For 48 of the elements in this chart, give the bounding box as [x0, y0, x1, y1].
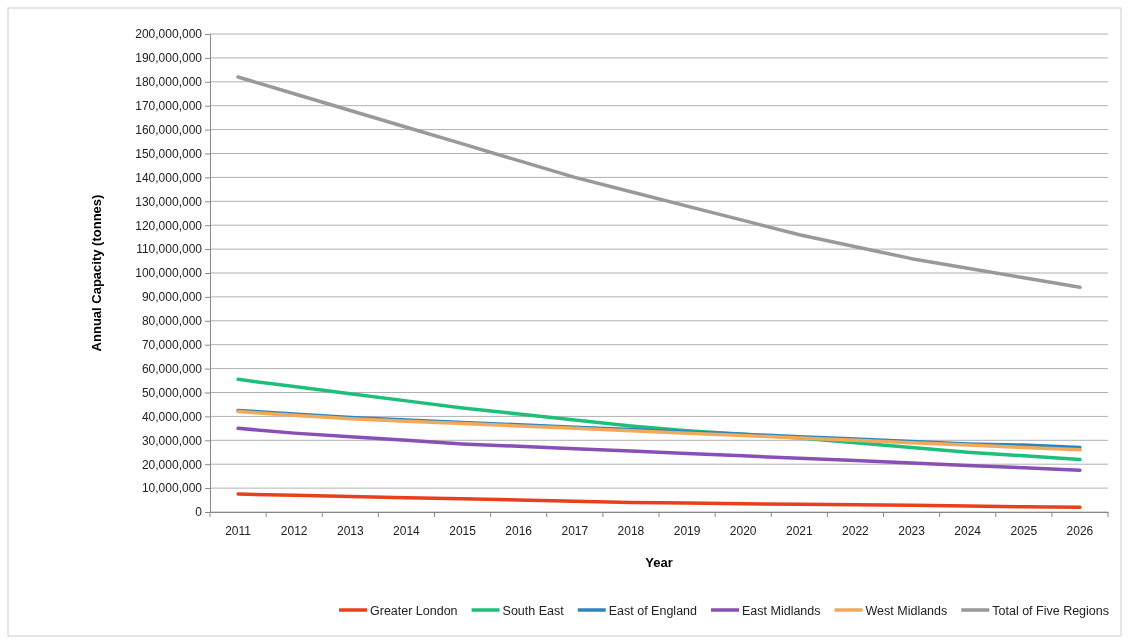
- y-tick-label: 40,000,000: [141, 409, 203, 424]
- y-tick-label: 0: [195, 505, 203, 520]
- x-tick-label: 2016: [505, 523, 533, 538]
- y-tick-label: 200,000,000: [135, 27, 203, 42]
- y-tick-label: 80,000,000: [141, 314, 203, 329]
- y-tick-label: 20,000,000: [141, 457, 203, 472]
- y-tick-label: 120,000,000: [135, 218, 203, 233]
- y-tick-label: 10,000,000: [141, 481, 203, 496]
- y-axis-title: Annual Capacity (tonnes): [89, 194, 104, 352]
- legend-label: East of England: [608, 603, 698, 618]
- x-tick-label: 2025: [1010, 523, 1038, 538]
- y-tick-label: 160,000,000: [135, 122, 203, 137]
- legend-label: Total of Five Regions: [992, 603, 1109, 618]
- y-tick-label: 170,000,000: [135, 99, 203, 114]
- x-tick-label: 2017: [561, 523, 589, 538]
- y-tick-label: 50,000,000: [141, 385, 203, 400]
- y-tick-label: 110,000,000: [136, 242, 203, 257]
- x-tick-label: 2012: [280, 523, 308, 538]
- legend-label: South East: [502, 603, 565, 618]
- y-tick-label: 140,000,000: [135, 170, 203, 185]
- x-tick-label: 2022: [842, 523, 870, 538]
- line-series: [236, 492, 1082, 509]
- y-tick-label: 100,000,000: [135, 266, 203, 281]
- x-tick-label: 2019: [673, 523, 701, 538]
- line-series: [236, 426, 1082, 472]
- x-tick-label: 2011: [225, 523, 252, 538]
- line-series: [236, 75, 1082, 290]
- x-tick-label: 2014: [393, 523, 421, 538]
- legend-label: East Midlands: [742, 603, 821, 618]
- legend-label: West Midlands: [865, 603, 948, 618]
- y-tick-label: 90,000,000: [141, 290, 203, 305]
- x-tick-label: 2015: [449, 523, 477, 538]
- x-axis-title: Year: [645, 555, 673, 570]
- x-tick-label: 2018: [617, 523, 645, 538]
- y-tick-label: 130,000,000: [135, 194, 203, 209]
- x-tick-label: 2021: [785, 523, 813, 538]
- y-tick-label: 190,000,000: [135, 51, 203, 66]
- x-tick-label: 2024: [954, 523, 982, 538]
- y-tick-label: 150,000,000: [135, 146, 203, 161]
- y-tick-label: 30,000,000: [141, 433, 203, 448]
- y-tick-label: 60,000,000: [141, 361, 203, 376]
- x-tick-label: 2023: [898, 523, 926, 538]
- x-tick-label: 2020: [729, 523, 757, 538]
- legend-label: Greater London: [370, 603, 458, 618]
- x-tick-label: 2026: [1066, 523, 1094, 538]
- y-tick-label: 180,000,000: [135, 75, 203, 90]
- x-tick-label: 2013: [336, 523, 364, 538]
- y-tick-label: 70,000,000: [141, 338, 203, 353]
